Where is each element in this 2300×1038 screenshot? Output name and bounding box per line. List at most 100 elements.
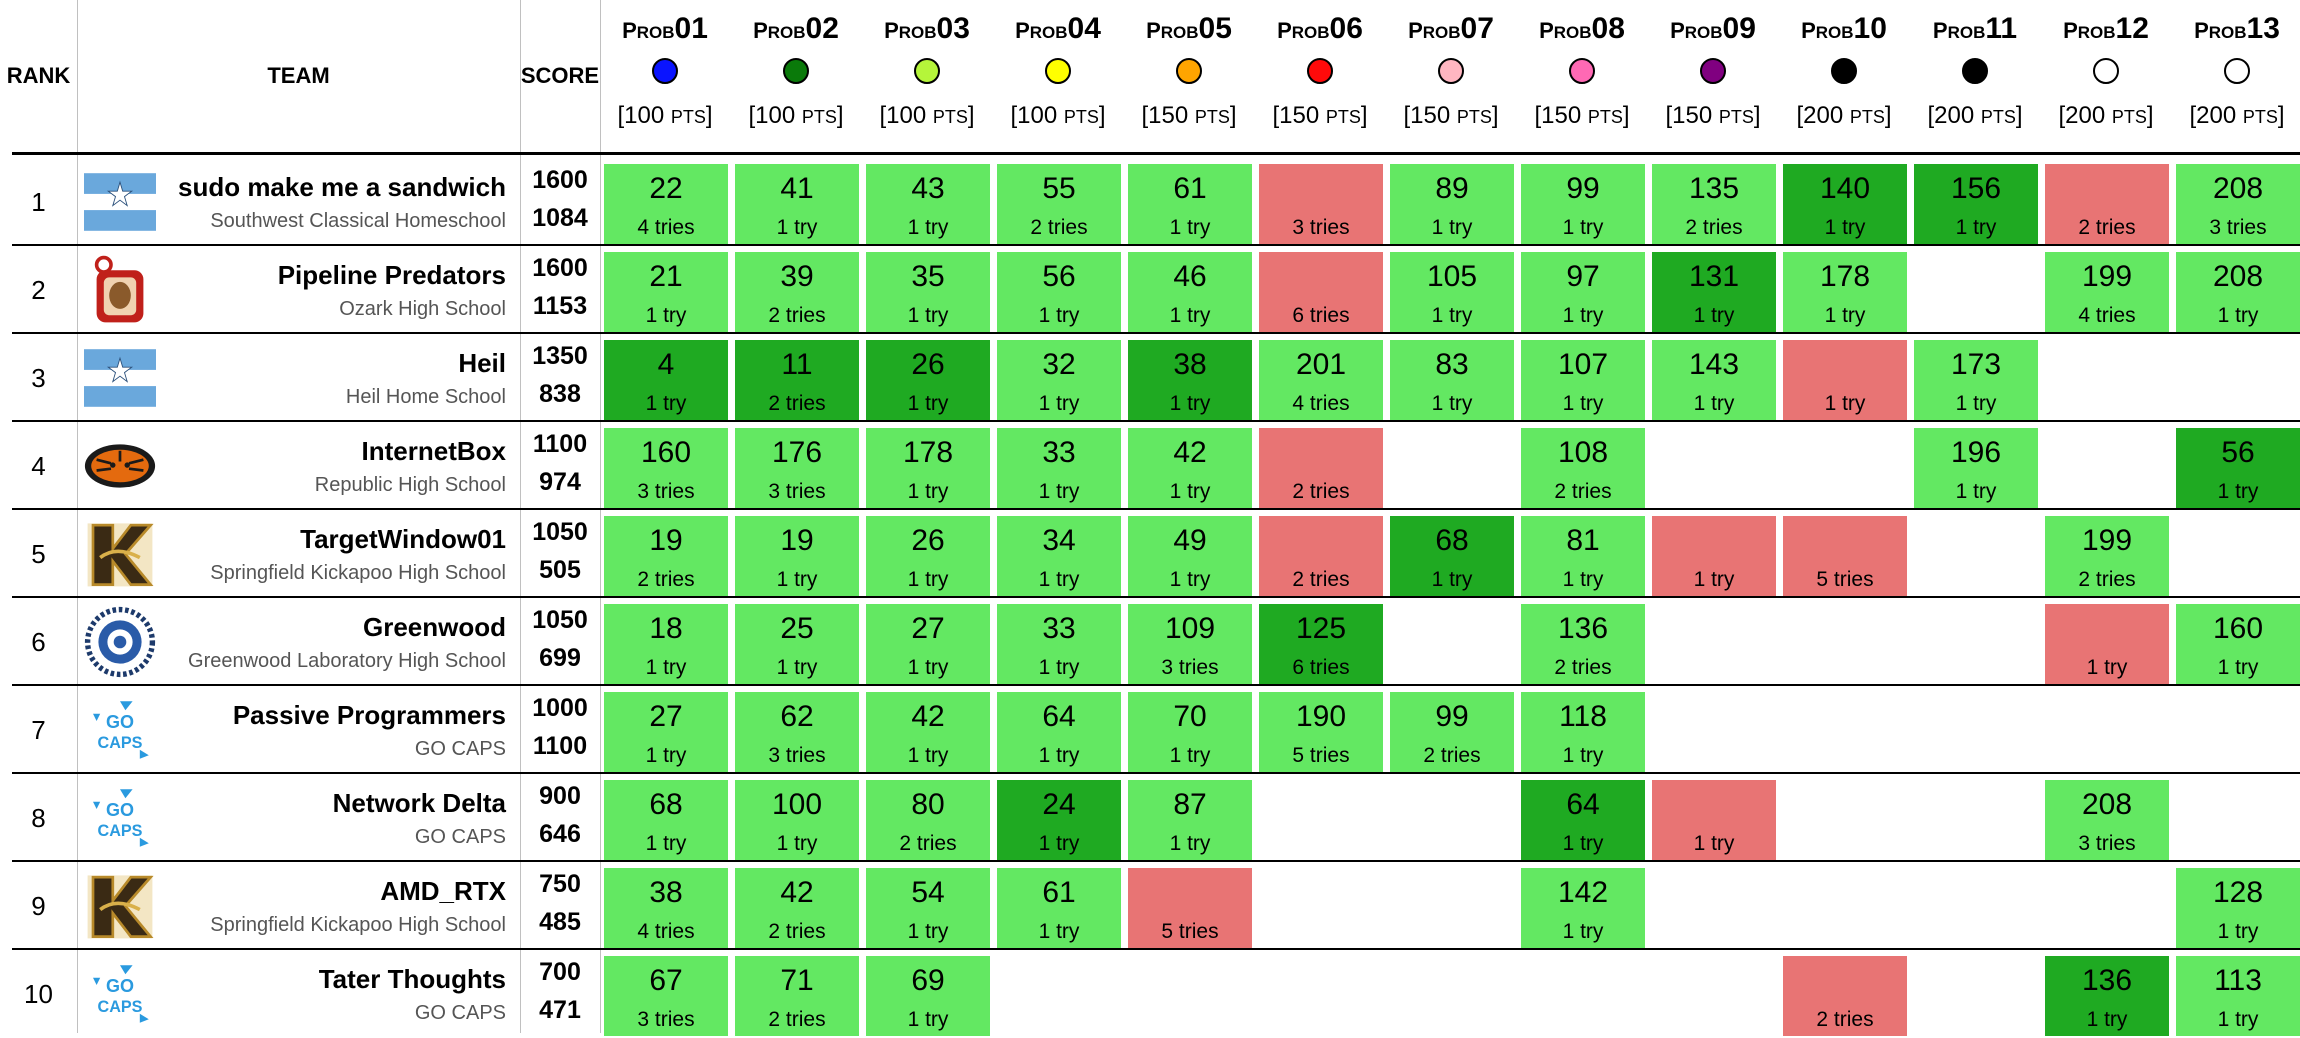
solve-time: 89 — [1435, 172, 1469, 205]
attempt-count: 1 try — [1038, 568, 1080, 591]
attempt-count: 1 try — [1431, 216, 1473, 239]
solve-time: 69 — [911, 964, 945, 997]
problem-cell-first-solve: 125 6 tries — [1259, 604, 1383, 684]
team-name: Heil — [458, 348, 506, 378]
problem-prefix-small: ROB — [1553, 23, 1592, 42]
team-row[interactable]: 9 AMD_RTX Springfield Kickapoo High School… — [0, 862, 2300, 950]
solve-time: 99 — [1435, 700, 1469, 733]
row-divider — [12, 244, 2300, 246]
balloon-color-icon — [2093, 58, 2119, 84]
attempt-count: 1 try — [907, 1008, 949, 1031]
team-row[interactable]: 7 Passive Programmers GO CAPS 1000 1100 27 1 t… — [0, 686, 2300, 774]
attempt-count: 2 tries — [1292, 480, 1350, 503]
problem-cell-solved: 87 1 try — [1128, 780, 1252, 860]
team-name: Greenwood — [362, 612, 506, 642]
solve-time: 80 — [911, 788, 945, 821]
problem-cell-solved: 61 1 try — [997, 868, 1121, 948]
problem-cell-solved: 100 1 try — [735, 780, 859, 860]
problem-points: [150 PTS] — [1403, 102, 1499, 129]
problem-cell-solved: 178 1 try — [1783, 252, 1907, 332]
attempt-count: 1 try — [1038, 480, 1080, 503]
solve-time: 4 — [657, 348, 675, 381]
problem-prefix: P — [2063, 18, 2078, 43]
points-unit: PTS — [2242, 107, 2278, 127]
solve-time: 108 — [1557, 436, 1609, 469]
problem-cell-failed: 1 try — [1652, 516, 1776, 596]
solve-time: 109 — [1164, 612, 1216, 645]
problem-number: 04 — [1067, 12, 1101, 45]
problem-cell-failed: 2 tries — [2045, 164, 2169, 244]
problem-header: PROB11 [200 PTS] — [1910, 0, 2040, 152]
solve-time: 26 — [911, 348, 945, 381]
problem-cell-solved: 128 1 try — [2176, 868, 2300, 948]
problem-cell-solved: 26 1 try — [866, 516, 990, 596]
problem-cell-solved: 19 2 tries — [604, 516, 728, 596]
team-logo-icon — [84, 172, 156, 232]
solve-time: 22 — [649, 172, 683, 205]
attempt-count: 5 tries — [1161, 920, 1219, 943]
points-unit: PTS — [1587, 107, 1623, 127]
balloon-color-icon — [1307, 58, 1333, 84]
solve-time: 178 — [902, 436, 954, 469]
problem-cell-solved: 22 4 tries — [604, 164, 728, 244]
problem-cell-solved: 89 1 try — [1390, 164, 1514, 244]
attempt-count: 1 try — [2217, 920, 2259, 943]
problem-title: PROB07 — [1386, 12, 1516, 46]
solve-time: 64 — [1042, 700, 1076, 733]
team-rank: 10 — [24, 978, 53, 1009]
team-row[interactable]: 10 Tater Thoughts GO CAPS 700 471 67 3 tries 71… — [0, 950, 2300, 1038]
problem-title: PROB04 — [993, 12, 1123, 46]
attempt-count: 1 try — [645, 656, 687, 679]
solve-time: 160 — [2212, 612, 2264, 645]
points-unit: PTS — [1849, 107, 1885, 127]
problem-header: PROB10 [200 PTS] — [1779, 0, 1909, 152]
solve-time: 42 — [911, 700, 945, 733]
attempt-count: 2 tries — [1030, 216, 1088, 239]
column-divider — [77, 0, 78, 1033]
attempt-count: 1 try — [907, 392, 949, 415]
solve-time: 64 — [1566, 788, 1600, 821]
solve-time: 61 — [1042, 876, 1076, 909]
attempt-count: 2 tries — [768, 920, 826, 943]
team-score: 1600 — [532, 254, 588, 282]
solve-time: 56 — [1042, 260, 1076, 293]
team-penalty-time: 1100 — [532, 732, 588, 760]
attempt-count: 2 tries — [1292, 568, 1350, 591]
team-row[interactable]: 4 InternetBox Republic High School 1100 974 1… — [0, 422, 2300, 510]
team-name: sudo make me a sandwich — [177, 172, 506, 202]
team-row[interactable]: 6 Greenwood Greenwood Laboratory High Scho… — [0, 598, 2300, 686]
attempt-count: 1 try — [1955, 480, 1997, 503]
problem-cell-solved: 160 1 try — [2176, 604, 2300, 684]
problem-cell-solved: 69 1 try — [866, 956, 990, 1036]
team-column-header: TEAM — [267, 63, 330, 88]
team-rank: 4 — [31, 450, 46, 481]
problem-cell-solved: 160 3 tries — [604, 428, 728, 508]
problem-cell-first-solve: 140 1 try — [1783, 164, 1907, 244]
problem-points: [100 PTS] — [1010, 102, 1106, 129]
solve-time: 136 — [2081, 964, 2133, 997]
team-row[interactable]: 1 sudo make me a sandwich Southwest Classi… — [0, 158, 2300, 246]
attempt-count: 2 tries — [768, 304, 826, 327]
attempt-count: 1 try — [776, 656, 818, 679]
attempt-count: 1 try — [1169, 392, 1211, 415]
team-row[interactable]: 8 Network Delta GO CAPS 900 646 68 1 try 100 1 t… — [0, 774, 2300, 862]
row-divider — [12, 772, 2300, 774]
team-row[interactable]: 5 TargetWindow01 Springfield Kickapoo High… — [0, 510, 2300, 598]
team-row[interactable]: 2 Pipeline Predators Ozark High School 1600… — [0, 246, 2300, 334]
problem-title: PROB02 — [731, 12, 861, 46]
attempt-count: 1 try — [1038, 920, 1080, 943]
problem-points: [100 PTS] — [879, 102, 975, 129]
team-school: Springfield Kickapoo High School — [210, 914, 506, 936]
team-row[interactable]: 3 Heil Heil Home School 1350 838 4 1 try 11 2 tr… — [0, 334, 2300, 422]
problem-prefix-small: ROB — [1815, 23, 1854, 42]
points-value: 100 — [624, 102, 665, 129]
problem-cell-solved: 142 1 try — [1521, 868, 1645, 948]
problem-cell-solved: 118 1 try — [1521, 692, 1645, 772]
problem-prefix: P — [622, 18, 637, 43]
problem-title: PROB03 — [862, 12, 992, 46]
balloon-color-icon — [783, 58, 809, 84]
solve-time: 62 — [780, 700, 814, 733]
solve-time: 135 — [1688, 172, 1740, 205]
solve-time: 42 — [1173, 436, 1207, 469]
problem-points: [200 PTS] — [2058, 102, 2154, 129]
